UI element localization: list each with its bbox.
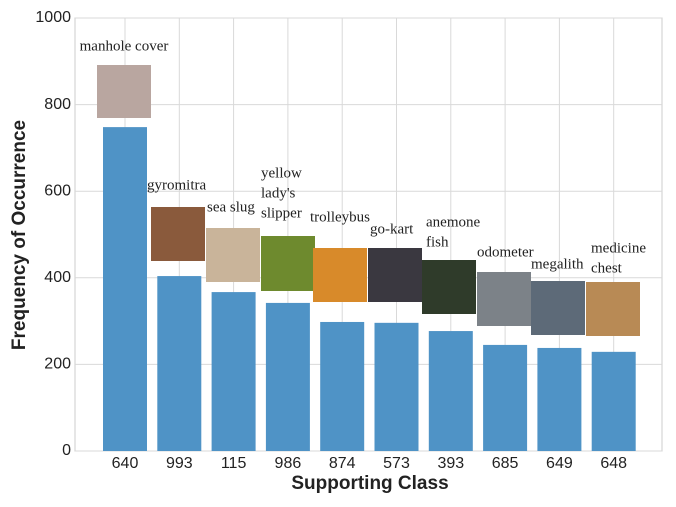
- bar-annotation: lady's: [261, 185, 296, 201]
- bar: [211, 292, 256, 451]
- bar: [265, 302, 310, 451]
- bar: [428, 331, 473, 451]
- bar-annotation: yellow: [261, 165, 302, 181]
- y-tick-label: 400: [44, 269, 71, 286]
- class-image: [477, 272, 531, 326]
- x-tick-label: 649: [546, 455, 573, 472]
- class-image: [313, 248, 367, 302]
- class-image: [97, 65, 151, 118]
- class-image: [368, 248, 422, 302]
- y-tick-label: 600: [44, 182, 71, 199]
- bar: [374, 322, 419, 451]
- class-image: [422, 260, 476, 314]
- x-tick-label: 648: [600, 455, 627, 472]
- bar: [157, 276, 202, 451]
- x-tick-label: 393: [437, 455, 464, 472]
- bar-annotation: sea slug: [207, 199, 255, 215]
- y-axis-label: Frequency of Occurrence: [9, 120, 30, 350]
- class-image: [586, 282, 640, 336]
- x-tick-label: 685: [492, 455, 519, 472]
- x-tick-label: 993: [166, 455, 193, 472]
- bar: [320, 321, 365, 451]
- bar-annotation: medicine: [591, 240, 646, 256]
- bar-annotation: fish: [426, 234, 449, 250]
- x-tick-label: 115: [221, 455, 247, 472]
- bar-annotation: odometer: [477, 244, 534, 260]
- bar-annotation: megalith: [531, 256, 584, 272]
- y-tick-label: 0: [62, 442, 71, 459]
- x-tick-label: 874: [329, 455, 356, 472]
- bar-annotation: manhole cover: [80, 38, 169, 54]
- y-tick-label: 200: [44, 356, 71, 373]
- x-axis-label: Supporting Class: [291, 473, 448, 494]
- bar: [103, 127, 147, 451]
- bar: [537, 347, 582, 451]
- bar-annotation: chest: [591, 260, 623, 276]
- x-tick-label: 640: [112, 455, 139, 472]
- class-image: [531, 281, 585, 335]
- x-tick-label: 573: [383, 455, 410, 472]
- bar-annotation: slipper: [261, 205, 302, 221]
- x-tick-label: 986: [275, 455, 302, 472]
- class-image: [151, 207, 205, 261]
- bar-annotation: go-kart: [370, 221, 414, 237]
- class-image: [206, 228, 260, 282]
- y-tick-label: 1000: [35, 9, 71, 26]
- bar-annotation: trolleybus: [310, 209, 370, 225]
- bar: [483, 344, 528, 451]
- bar-annotation: anemone: [426, 214, 480, 230]
- class-image: [261, 236, 315, 291]
- bar-annotation: gyromitra: [147, 177, 206, 193]
- bar: [591, 351, 636, 451]
- y-tick-label: 800: [44, 96, 71, 113]
